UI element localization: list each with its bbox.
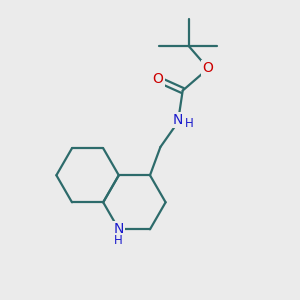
Text: O: O — [153, 72, 164, 86]
Text: H: H — [185, 117, 194, 130]
Text: O: O — [202, 61, 213, 75]
Text: N: N — [173, 113, 183, 127]
Text: H: H — [114, 234, 123, 247]
Text: N: N — [114, 222, 124, 236]
